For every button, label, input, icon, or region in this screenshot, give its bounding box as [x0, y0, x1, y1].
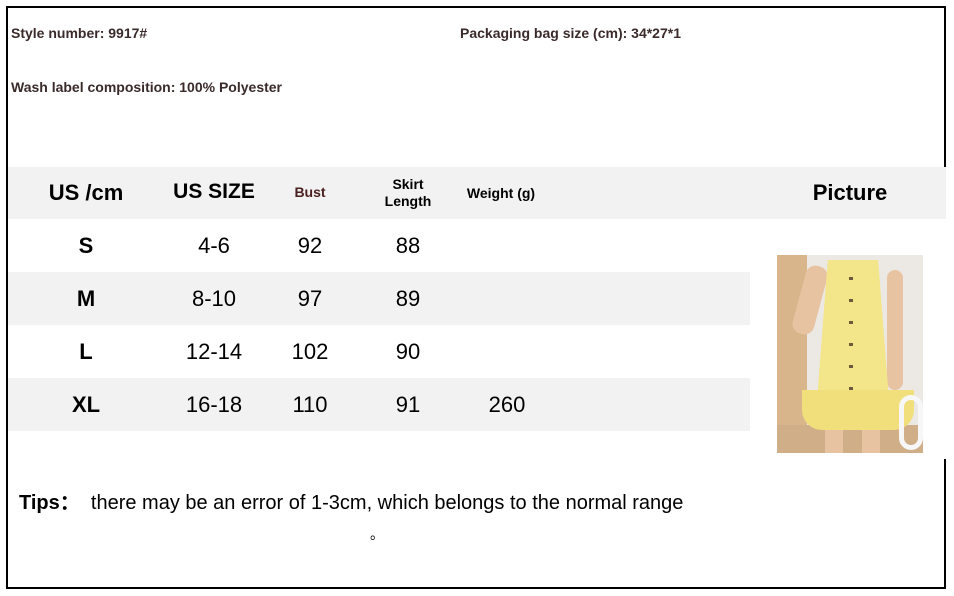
tips-trailing: 。	[370, 526, 384, 542]
row-bg-xl	[8, 378, 750, 431]
dress-photo	[777, 255, 923, 453]
cell-bust: 110	[292, 392, 328, 417]
cell-us-size: 8-10	[191, 286, 237, 311]
header-bust: Bust	[294, 184, 326, 200]
cell-skirt-length: 89	[395, 286, 421, 311]
header-us-size: US SIZE	[173, 180, 255, 203]
cell-bust: 92	[297, 233, 323, 258]
header-row-bg	[8, 167, 946, 219]
cell-bust: 97	[297, 286, 323, 311]
header-picture: Picture	[812, 180, 888, 205]
cell-skirt-length: 90	[395, 339, 421, 364]
wash-label: Wash label composition: 100% Polyester	[11, 79, 283, 95]
header-us-cm: US /cm	[48, 180, 124, 205]
packaging-size: Packaging bag size (cm): 34*27*1	[460, 25, 681, 41]
header-skirt-length: Skirt Length	[384, 176, 432, 209]
cell-size: M	[76, 286, 96, 311]
row-bg-m	[8, 272, 750, 325]
cell-size: L	[79, 339, 93, 364]
cell-size: XL	[71, 392, 101, 417]
cell-weight: 260	[488, 392, 526, 417]
cell-us-size: 16-18	[185, 392, 243, 417]
cell-skirt-length: 88	[395, 233, 421, 258]
tips-note: Tips： there may be an error of 1-3cm, wh…	[19, 486, 683, 515]
cell-size: S	[78, 233, 94, 258]
cell-bust: 102	[291, 339, 329, 364]
style-number: Style number: 9917#	[11, 25, 148, 41]
tips-label: Tips：	[19, 492, 80, 514]
cell-us-size: 4-6	[198, 233, 230, 258]
cell-skirt-length: 91	[395, 392, 421, 417]
header-weight: Weight (g)	[466, 185, 536, 201]
cell-us-size: 12-14	[185, 339, 243, 364]
tips-text: there may be an error of 1-3cm, which be…	[90, 492, 684, 514]
